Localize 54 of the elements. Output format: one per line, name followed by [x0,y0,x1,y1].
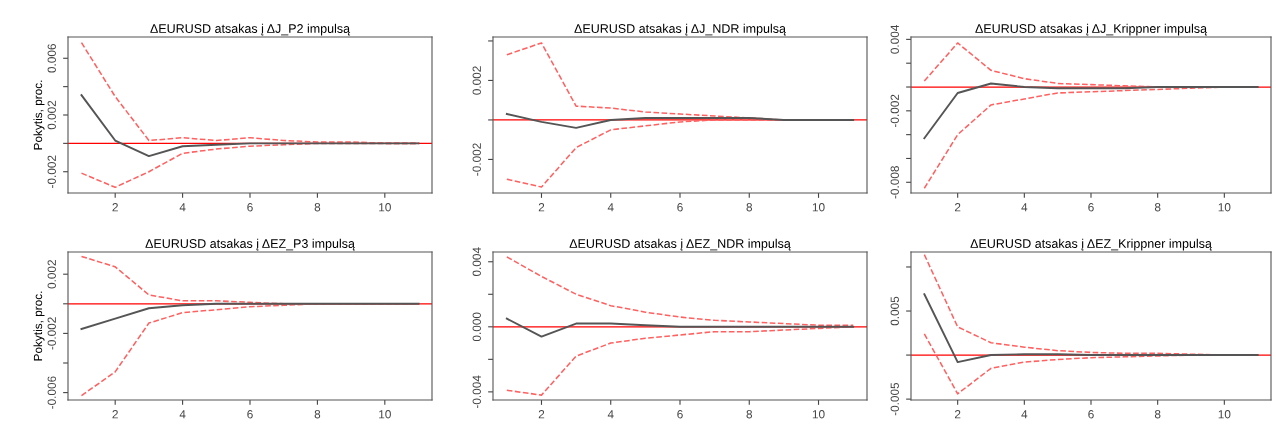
x-tick-label: 2 [954,410,961,419]
x-tick-label: 10 [379,410,391,419]
y-tick-label: -0.008 [890,166,899,199]
y-tick-label: 0.005 [890,296,899,326]
y-tick-label: 0.002 [47,100,56,130]
y-tick-label: -0.002 [47,317,56,350]
y-tick-label: -0.002 [890,94,899,128]
x-tick-label: 2 [954,203,961,212]
x-tick-label: 2 [538,410,545,419]
x-tick-label: 4 [1021,203,1028,212]
x-tick-label: 6 [247,203,253,212]
chart-title: ΔEURUSD atsakas į ΔJ_Krippner impulsą [975,23,1208,36]
x-tick-label: 10 [379,203,391,212]
y-tick-label: 0.004 [472,247,481,277]
y-tick-label: 0.006 [47,44,56,73]
x-tick-label: 6 [677,410,683,419]
y-tick-label: 0.000 [472,312,481,342]
x-tick-label: 4 [607,203,614,212]
x-tick-label: 8 [1154,410,1161,419]
x-tick-label: 8 [314,410,321,419]
x-tick-label: 2 [538,203,545,212]
y-tick-label: -0.002 [47,155,56,188]
chart-title: ΔEURUSD atsakas į ΔJ_NDR impulsą [574,23,786,36]
x-tick-label: 8 [1154,203,1161,212]
x-tick-label: 10 [812,410,825,419]
x-tick-label: 8 [746,203,753,212]
x-tick-label: 4 [179,203,186,212]
chart-title: ΔEURUSD atsakas į ΔEZ_Krippner impulsą [970,238,1212,251]
x-tick-label: 8 [314,203,321,212]
y-axis-title: Pokytis, proc. [33,291,45,361]
x-tick-label: 6 [677,203,683,212]
x-tick-label: 4 [607,410,614,419]
y-tick-label: -0.006 [47,376,56,409]
x-tick-label: 8 [746,410,753,419]
y-tick-label: 0.002 [472,66,481,95]
y-tick-label: -0.004 [472,375,481,409]
y-axis-title: Pokytis, proc. [33,80,45,150]
x-tick-label: 2 [112,203,118,212]
x-tick-label: 10 [1218,203,1231,212]
y-tick-label: 0.002 [47,260,56,289]
x-tick-label: 6 [247,410,253,419]
chart-title: ΔEURUSD atsakas į ΔEZ_P3 impulsą [145,238,355,251]
x-tick-label: 10 [1218,410,1231,419]
x-tick-label: 10 [812,203,825,212]
y-tick-label: 0.004 [890,24,899,54]
x-tick-label: 6 [1088,203,1094,212]
x-tick-label: 6 [1088,410,1094,419]
x-tick-label: 2 [112,410,118,419]
y-tick-label: -0.005 [890,382,899,416]
y-tick-label: -0.002 [472,143,481,176]
chart-title: ΔEURUSD atsakas į ΔJ_P2 impulsą [150,23,351,36]
x-tick-label: 4 [179,410,186,419]
chart-title: ΔEURUSD atsakas į ΔEZ_NDR impulsą [569,238,791,251]
x-tick-label: 4 [1021,410,1028,419]
